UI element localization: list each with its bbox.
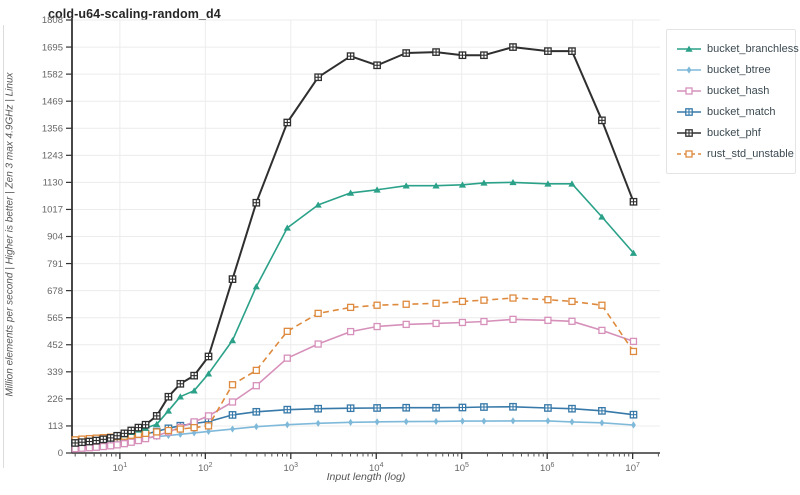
y-tick-label: 678 <box>47 286 63 297</box>
legend-item-label: bucket_btree <box>707 64 771 76</box>
y-tick-label: 1469 <box>42 96 63 107</box>
x-tick-label: 104 <box>369 462 384 474</box>
legend-marker-icon <box>677 150 701 158</box>
legend-item-bucket_btree[interactable]: bucket_btree <box>676 63 787 77</box>
series-bucket_hash <box>71 315 638 453</box>
y-tick-label: 904 <box>47 232 63 243</box>
y-tick-label: 1695 <box>42 42 63 53</box>
x-axis-label: Input length (log) <box>326 471 406 483</box>
legend-item-label: bucket_match <box>707 106 776 118</box>
x-tick-label: 103 <box>284 462 299 474</box>
x-tick-label: 106 <box>540 462 555 474</box>
y-tick-label: 565 <box>47 313 63 324</box>
legend-marker-icon <box>677 129 701 137</box>
legend-item-bucket_match[interactable]: bucket_match <box>676 105 787 119</box>
series-bucket_phf <box>71 43 638 447</box>
gridlines <box>72 19 660 454</box>
y-tick-label: 1356 <box>42 123 63 134</box>
legend-item-label: bucket_branchless <box>707 43 799 55</box>
x-tick-label: 101 <box>113 462 128 474</box>
axes: 0 113 226 339 452 565 678 791 904 1017 1130 1243 135… <box>42 15 660 474</box>
y-tick-label: 1130 <box>43 178 63 189</box>
y-tick-label: 113 <box>48 421 63 432</box>
chart-title: cold-u64-scaling-random_d4 <box>48 7 221 21</box>
y-tick-label: 339 <box>47 367 63 378</box>
legend-marker-icon <box>677 87 701 95</box>
legend-item-label: bucket_phf <box>707 127 761 139</box>
legend-item-label: bucket_hash <box>707 85 770 97</box>
x-tick-label: 105 <box>454 462 469 474</box>
y-tick-label: 1243 <box>42 151 63 162</box>
legend-marker-icon <box>677 66 701 74</box>
legend-item-bucket_hash[interactable]: bucket_hash <box>676 84 787 98</box>
legend-marker-icon <box>677 45 701 52</box>
y-tick-label: 791 <box>47 259 63 270</box>
legend-item-bucket_branchless[interactable]: bucket_branchless <box>676 42 799 56</box>
page-edge-rule <box>3 25 4 468</box>
y-tick-label: 1582 <box>42 69 63 80</box>
y-tick-label: 1017 <box>42 205 63 216</box>
legend-item-label: rust_std_unstable <box>707 148 794 160</box>
x-tick-label: 107 <box>625 462 640 474</box>
legend-item-bucket_phf[interactable]: bucket_phf <box>676 126 787 140</box>
x-tick-label: 102 <box>198 462 213 474</box>
legend-item-rust_std_unstable[interactable]: rust_std_unstable <box>676 147 794 161</box>
y-tick-label: 452 <box>47 340 63 351</box>
legend-marker-icon <box>677 108 701 116</box>
legend: bucket_branchless bucket_btree bucket_hash… <box>666 29 799 174</box>
y-tick-label: 226 <box>47 394 63 405</box>
y-tick-label: 0 <box>58 448 63 459</box>
y-axis-label: Million elements per second | Higher is … <box>4 72 16 397</box>
y-tick-label: 1808 <box>42 15 63 26</box>
